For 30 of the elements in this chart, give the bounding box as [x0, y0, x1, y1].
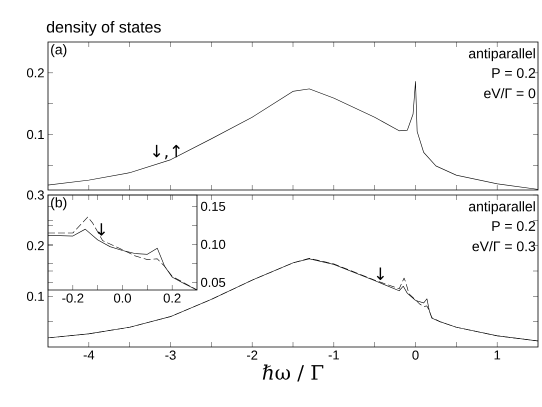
annotation: ↓: [98, 223, 105, 236]
annotation: P = 0.2: [492, 68, 536, 78]
x-tick-label: -4: [84, 350, 94, 360]
annotation: P = 0.2: [492, 221, 536, 231]
x-tick-label: -0.2: [62, 294, 84, 303]
annotation: eV/Γ = 0.3: [472, 241, 536, 252]
annotation: (a): [51, 44, 66, 58]
x-axis-title: ℏω / Γ: [262, 364, 324, 382]
x-tick-label: -1: [328, 350, 339, 360]
x-tick-label: 1: [494, 350, 500, 360]
y-tick-label: 0.2: [26, 68, 44, 78]
y-tick-label: 0.3: [26, 190, 44, 200]
y-tick-label: 0.1: [26, 292, 44, 301]
x-tick-label: 0.2: [164, 294, 181, 303]
annotation: ↓: [376, 268, 384, 280]
chart-title: density of states: [46, 20, 161, 36]
annotation: eV/Γ = 0: [484, 88, 536, 98]
y-tick-label: 0.15: [201, 202, 226, 211]
annotation: antiparallel: [468, 48, 535, 62]
annotation: ↓,↑: [153, 144, 180, 160]
y-tick-label: 0.05: [201, 278, 226, 287]
x-tick-label: -3: [165, 350, 176, 360]
x-tick-label: 0: [412, 350, 419, 360]
x-tick-label: -2: [246, 350, 258, 360]
annotation: (b): [51, 197, 66, 210]
y-tick-label: 0.2: [26, 241, 44, 250]
x-tick-label: 0.0: [114, 294, 131, 303]
y-tick-label: 0.10: [201, 240, 226, 249]
annotation: antiparallel: [468, 201, 535, 214]
y-tick-label: 0.1: [26, 130, 44, 140]
